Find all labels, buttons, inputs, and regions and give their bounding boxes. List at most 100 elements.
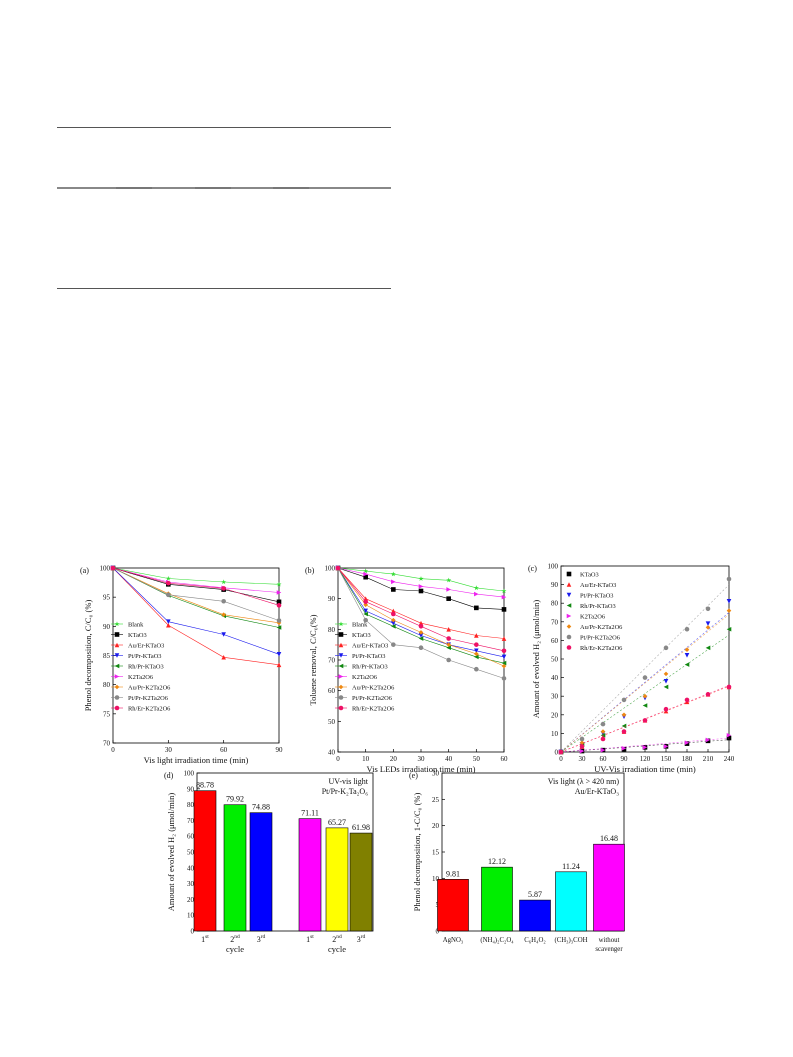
y-tick-label: 95 <box>103 594 111 602</box>
x-tick-label: 30 <box>165 746 173 754</box>
x-tick-label: 210 <box>703 755 714 763</box>
data-point <box>663 679 669 684</box>
fit-line <box>560 584 730 753</box>
data-point <box>363 574 368 580</box>
legend-entry: Au/Pr-K2Ta2O6 <box>128 684 170 691</box>
legend-entry: Rh/Pr-KTaO3 <box>352 663 388 670</box>
x-axis-label: cycle <box>328 944 346 954</box>
data-point <box>684 647 690 652</box>
y-tick-label: 10 <box>551 730 559 738</box>
legend-entry: Pt/Pr-KTaO3 <box>128 653 162 660</box>
x-tick-label: 60 <box>600 755 608 763</box>
data-point <box>165 575 171 581</box>
panel-label: (a) <box>80 566 89 575</box>
x-axis-label: Vis LEDs irradiation time (min) <box>366 764 475 774</box>
legend-marker <box>338 621 344 627</box>
x-tick-label: 3rd <box>257 934 266 944</box>
legend-marker <box>338 684 344 690</box>
y-tick-label: 85 <box>103 652 111 660</box>
x-tick-label: 10 <box>362 755 370 763</box>
annotation: Pt/Pr-K₂Ta₂O₆ <box>322 787 369 796</box>
data-point <box>276 662 282 668</box>
x-tick-label: 60 <box>220 746 228 754</box>
x-tick-label: 1st <box>306 934 314 944</box>
data-point <box>276 590 282 595</box>
y-tick-label: 20 <box>187 896 195 904</box>
legend-entry: Au/Er-KTaO3 <box>128 642 164 649</box>
y-tick-label: 80 <box>328 626 336 634</box>
x-tick-label: 60 <box>501 755 509 763</box>
legend-marker <box>566 613 572 619</box>
y-tick-label: 20 <box>432 822 440 830</box>
x-tick-label: 240 <box>724 755 735 763</box>
data-point <box>501 648 507 654</box>
x-tick-label: without <box>599 937 620 944</box>
bar <box>593 843 625 932</box>
y-axis-label: Phenol decomposition, C/C₀ (%) <box>83 600 93 712</box>
data-point <box>221 632 226 637</box>
legend-entry: Rh/Er-K2Ta2O6 <box>128 705 170 712</box>
y-tick-label: 40 <box>328 749 336 757</box>
bar <box>519 899 551 932</box>
y-tick-label: 100 <box>548 563 559 571</box>
bar <box>193 790 217 932</box>
data-point <box>474 654 479 660</box>
y-tick-label: 50 <box>551 656 559 664</box>
legend-entry: Blank <box>352 621 368 628</box>
table-header-segment <box>273 187 309 189</box>
legend-entry: KTaO3 <box>580 571 599 578</box>
data-point <box>726 608 732 613</box>
legend-entry: Pt/Pr-K2Ta2O6 <box>352 695 392 702</box>
legend-marker <box>566 592 572 598</box>
data-point <box>726 684 732 690</box>
legend-marker <box>338 642 344 648</box>
data-point <box>473 585 479 591</box>
data-point <box>642 718 648 723</box>
data-point <box>705 625 711 630</box>
data-point <box>621 729 627 734</box>
table-bottom-rule <box>57 288 391 289</box>
data-point <box>726 576 732 582</box>
legend-marker <box>338 663 344 669</box>
data-point <box>474 605 479 611</box>
data-point <box>663 744 669 749</box>
data-point <box>705 645 711 651</box>
y-tick-label: 75 <box>103 710 111 718</box>
panel-label: (b) <box>305 566 315 575</box>
legend-marker <box>338 705 344 711</box>
y-tick-label: 70 <box>328 657 336 665</box>
y-tick-label: 100 <box>325 565 336 573</box>
data-point <box>474 633 479 638</box>
panel-label: (c) <box>528 564 537 573</box>
legend-entry: Au/Pr-K2Ta2O6 <box>580 624 622 631</box>
data-point <box>474 591 479 597</box>
data-point <box>501 660 507 666</box>
series-line <box>112 567 280 621</box>
legend-entry: Au/Er-KTaO3 <box>352 642 388 649</box>
y-tick-label: 30 <box>432 770 440 778</box>
data-point <box>621 723 627 729</box>
data-point <box>390 571 396 577</box>
series-line <box>112 567 280 603</box>
data-point <box>418 645 424 651</box>
data-point <box>166 592 171 598</box>
data-point <box>501 636 507 641</box>
data-point <box>684 652 690 658</box>
x-axis-label: Vis light irradiation time (min) <box>144 755 249 765</box>
y-tick-label: 10 <box>187 912 195 920</box>
data-point <box>221 598 226 604</box>
legend-entry: Pt/Pr-KTaO3 <box>352 653 386 660</box>
y-axis-label: Toluene removal, C/C₀(%) <box>308 614 318 705</box>
data-point <box>684 697 690 703</box>
x-axis-label: cycle <box>226 944 244 954</box>
data-point <box>474 648 479 654</box>
data-point <box>446 636 451 641</box>
y-tick-label: 70 <box>187 817 195 825</box>
data-point <box>166 622 171 628</box>
legend-entry: Au/Pr-K2Ta2O6 <box>352 684 394 691</box>
data-point <box>276 625 282 630</box>
y-axis-label: Phenol decomposition, 1-C/C₀ (%) <box>412 793 422 912</box>
y-tick-label: 100 <box>184 770 195 778</box>
data-point <box>418 630 424 635</box>
